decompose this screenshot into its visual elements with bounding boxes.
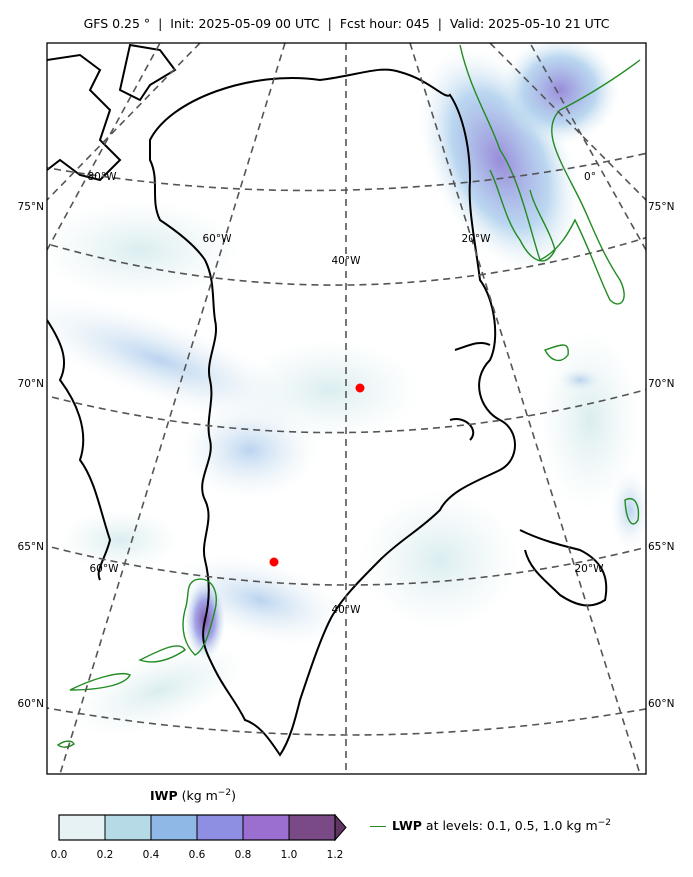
colorbar-var-name: IWP [150, 788, 178, 804]
lat-label-left-65: 65°N [18, 541, 44, 553]
figure-title: GFS 0.25 ° | Init: 2025-05-09 00 UTC | F… [83, 16, 610, 31]
lon-label-60w-bottom: 60°W [90, 563, 120, 575]
graticule [47, 43, 646, 774]
colorbar-tick-3: 0.6 [189, 849, 206, 861]
lat-label-right-60: 60°N [648, 698, 674, 710]
colorbar: 0.0 0.2 0.4 0.6 0.8 1.0 1.2 [51, 813, 347, 861]
lon-label-0: 0° [584, 171, 596, 183]
station-marker-1 [355, 383, 365, 393]
station-marker-2 [269, 557, 279, 567]
lon-label-20w-top: 20°W [462, 233, 492, 245]
colorbar-segment-2 [151, 815, 197, 840]
lwp-legend-var: LWP [392, 818, 422, 834]
lat-label-right-75: 75°N [648, 201, 674, 213]
lat-label-left-70: 70°N [18, 378, 44, 390]
lon-label-40w-top: 40°W [332, 255, 362, 267]
colorbar-title: IWP (kg m−2) [150, 788, 236, 803]
colorbar-tick-4: 0.8 [235, 849, 252, 861]
lat-label-left-75: 75°N [18, 201, 44, 213]
colorbar-segment-5 [289, 815, 335, 840]
canada-coastline [47, 53, 122, 182]
greenland-coastline [149, 68, 516, 757]
colorbar-units-close: ) [231, 788, 236, 804]
lat-label-right-65: 65°N [648, 541, 674, 553]
lwp-legend-swatch [370, 826, 386, 828]
lwp-contours [56, 44, 641, 748]
colorbar-units: (kg m [177, 788, 218, 804]
colorbar-segment-4 [243, 815, 289, 840]
map-frame [46, 42, 647, 775]
lwp-legend-exp: −2 [597, 818, 611, 828]
colorbar-extend-arrow [334, 813, 347, 842]
colorbar-tick-1: 0.2 [97, 849, 114, 861]
colorbar-tick-5: 1.0 [281, 849, 298, 861]
lat-label-left-60: 60°N [18, 698, 44, 710]
colorbar-segment-0 [59, 815, 105, 840]
colorbar-segment-1 [105, 815, 151, 840]
colorbar-units-exp: −2 [217, 788, 232, 798]
lwp-legend-text: at levels: 0.1, 0.5, 1.0 kg m [421, 818, 598, 834]
colorbar-tick-0: 0.0 [51, 849, 68, 861]
colorbar-segment-3 [197, 815, 243, 840]
colorbar-tick-2: 0.4 [143, 849, 160, 861]
lon-label-40w-bottom: 40°W [332, 604, 362, 616]
lon-label-80w: 80°W [88, 171, 118, 183]
colorbar-tick-6: 1.2 [327, 849, 344, 861]
lon-label-60w-top: 60°W [203, 233, 233, 245]
lwp-legend: LWP at levels: 0.1, 0.5, 1.0 kg m−2 [370, 818, 611, 833]
lon-label-20w-bottom: 20°W [575, 563, 605, 575]
lat-label-right-70: 70°N [648, 378, 674, 390]
